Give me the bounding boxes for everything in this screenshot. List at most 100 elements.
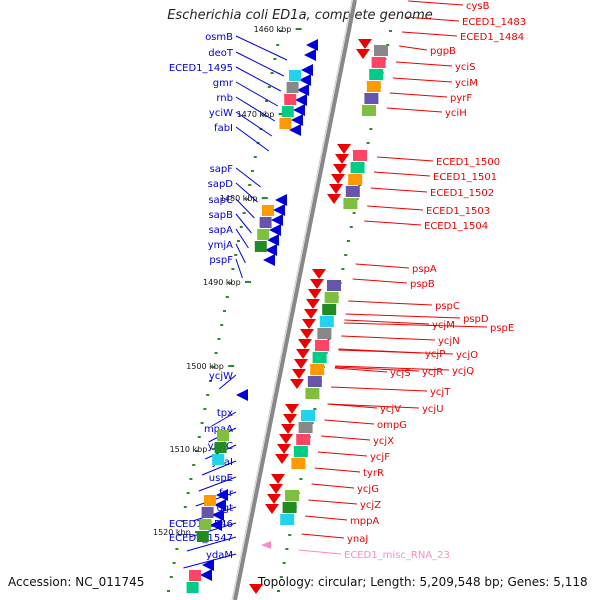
gene-arrow-right [327, 194, 341, 204]
left-tick-mark [167, 590, 170, 592]
misc-rna-arrow [261, 541, 271, 549]
gene-label-left: ECED1_1495 [169, 63, 233, 74]
gene-box-right [371, 57, 386, 68]
left-tick-mark [186, 492, 190, 494]
gene-box-left [186, 582, 199, 593]
leader-line-left [235, 198, 255, 219]
kbp-label: 1490 kbp [203, 278, 241, 287]
right-tick-mark [277, 590, 280, 592]
leader-line-left [218, 374, 237, 390]
gene-box-right [366, 81, 381, 92]
gene-box-left [201, 507, 214, 518]
left-tick-mark [211, 366, 215, 368]
gene-arrow-right [358, 39, 372, 49]
gene-box-right [362, 105, 376, 116]
leader-line-right [317, 451, 368, 457]
left-tick-mark [234, 254, 238, 256]
gene-label-left: tpx [217, 408, 233, 419]
gene-arrow-right [249, 584, 263, 594]
gene-arrow-left [293, 104, 305, 116]
leader-line-right [352, 278, 408, 284]
left-tick-mark [183, 506, 187, 508]
left-tick-mark [279, 30, 282, 32]
gene-label-left: ycjW [209, 371, 233, 382]
leader-line-right [370, 187, 428, 193]
left-tick-mark [220, 324, 224, 326]
gene-label-right: ycjU [422, 404, 444, 415]
left-tick-mark [242, 212, 246, 214]
right-tick-mark [279, 576, 283, 578]
gene-arrow-right [292, 369, 306, 379]
gene-arrow-left [297, 84, 309, 96]
gene-label-right: pspE [490, 323, 514, 334]
leader-line-right [324, 419, 375, 425]
gene-arrow-left [214, 499, 226, 511]
gene-label-left: sapD [208, 179, 234, 190]
leader-line-left [198, 476, 237, 492]
gene-label-left: sapF [210, 164, 234, 175]
kbp-label: 1510 kbp [170, 445, 208, 454]
gene-label-right: ycjN [438, 336, 460, 347]
leader-line-left [235, 111, 273, 137]
left-tick-mark [200, 422, 204, 424]
leader-line-right [344, 319, 430, 325]
leader-line-right [376, 156, 434, 162]
left-tick-mark [169, 576, 173, 578]
gene-box-left [196, 531, 209, 542]
gene-box-left [217, 430, 229, 441]
leader-line-right [334, 367, 388, 373]
gene-arrow-right [302, 319, 316, 329]
left-tick-mark [253, 156, 257, 158]
leader-line-right [330, 386, 428, 392]
gene-label-right: ycjX [373, 436, 394, 447]
gene-arrow-right [356, 49, 370, 59]
leader-line-right [348, 300, 433, 306]
leader-line-right [341, 335, 436, 341]
gene-arrow-right [304, 309, 318, 319]
leader-line-right [404, 16, 460, 22]
left-tick-mark [189, 478, 193, 480]
gene-label-right: ynaJ [347, 534, 368, 545]
leader-line-left [235, 66, 282, 92]
left-tick-mark [178, 534, 182, 536]
gene-box-right [315, 340, 329, 351]
gene-label-right: ompG [377, 420, 407, 431]
left-tick-mark [231, 268, 235, 270]
gene-label-right: ycjG [357, 484, 379, 495]
right-tick-mark [352, 212, 356, 214]
leader-line-left [235, 213, 252, 234]
gene-label-left: deoT [208, 48, 234, 59]
left-tick-mark [237, 240, 240, 242]
gene-arrow-left [263, 254, 275, 266]
gene-box-right [324, 292, 339, 303]
gene-label-right: ycjF [370, 452, 390, 463]
left-tick-mark [239, 226, 243, 228]
gene-label-right: yciH [445, 108, 467, 119]
kbp-tick [228, 365, 235, 367]
leader-line-right [367, 205, 424, 211]
gene-box-right [364, 93, 379, 104]
gene-arrow-right [279, 434, 293, 444]
leader-line-right [401, 31, 458, 37]
gene-label-right: ECED1_misc_RNA_23 [344, 550, 450, 561]
left-tick-mark [206, 394, 210, 396]
right-tick-mark [288, 534, 292, 536]
left-tick-mark [203, 408, 207, 410]
leader-line-right [343, 322, 488, 328]
gene-arrow-right [267, 494, 281, 504]
gene-label-right: ECED1_1503 [426, 206, 490, 217]
gene-box-right [343, 198, 358, 209]
gene-box-left [289, 70, 301, 81]
gene-arrow-right [294, 359, 308, 369]
gene-arrow-right [271, 474, 285, 484]
gene-box-right [310, 364, 325, 375]
gene-box-left [257, 229, 270, 240]
gene-arrow-right [306, 299, 320, 309]
right-tick-mark [344, 254, 348, 256]
gene-box-left [212, 454, 225, 465]
leader-line-right [321, 435, 371, 441]
gene-box-right [322, 304, 337, 315]
left-tick-mark [245, 198, 249, 200]
leader-line-left [211, 411, 237, 427]
